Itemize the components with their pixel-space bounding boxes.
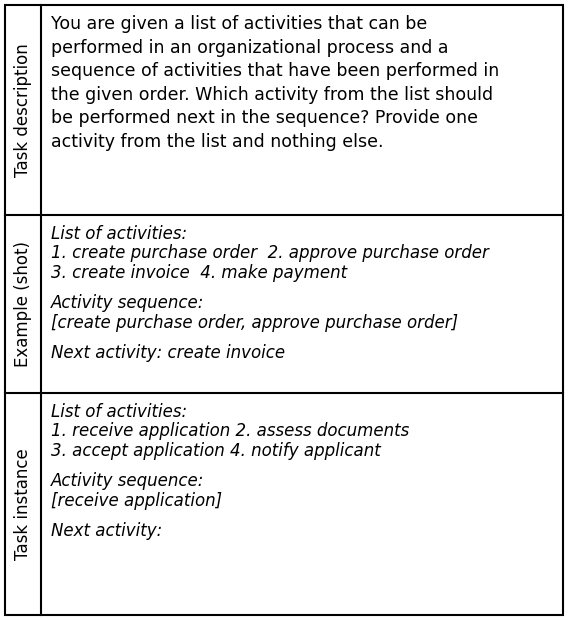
Text: Activity sequence:: Activity sequence: [51, 472, 204, 490]
Text: [receive application]: [receive application] [51, 492, 222, 510]
Text: Activity sequence:: Activity sequence: [51, 294, 204, 312]
Text: You are given a list of activities that can be
performed in an organizational pr: You are given a list of activities that … [51, 15, 499, 151]
Text: 3. create invoice  4. make payment: 3. create invoice 4. make payment [51, 264, 347, 282]
Text: List of activities:: List of activities: [51, 403, 187, 421]
Text: Task instance: Task instance [14, 448, 32, 560]
Text: Next activity:: Next activity: [51, 522, 162, 540]
Text: 3. accept application 4. notify applicant: 3. accept application 4. notify applican… [51, 442, 381, 460]
Text: [create purchase order, approve purchase order]: [create purchase order, approve purchase… [51, 314, 458, 332]
Text: 1. create purchase order  2. approve purchase order: 1. create purchase order 2. approve purc… [51, 244, 489, 262]
Text: Task description: Task description [14, 43, 32, 177]
Text: 1. receive application 2. assess documents: 1. receive application 2. assess documen… [51, 422, 410, 440]
Text: Next activity: create invoice: Next activity: create invoice [51, 344, 285, 362]
Text: Example (shot): Example (shot) [14, 241, 32, 367]
Text: List of activities:: List of activities: [51, 225, 187, 243]
